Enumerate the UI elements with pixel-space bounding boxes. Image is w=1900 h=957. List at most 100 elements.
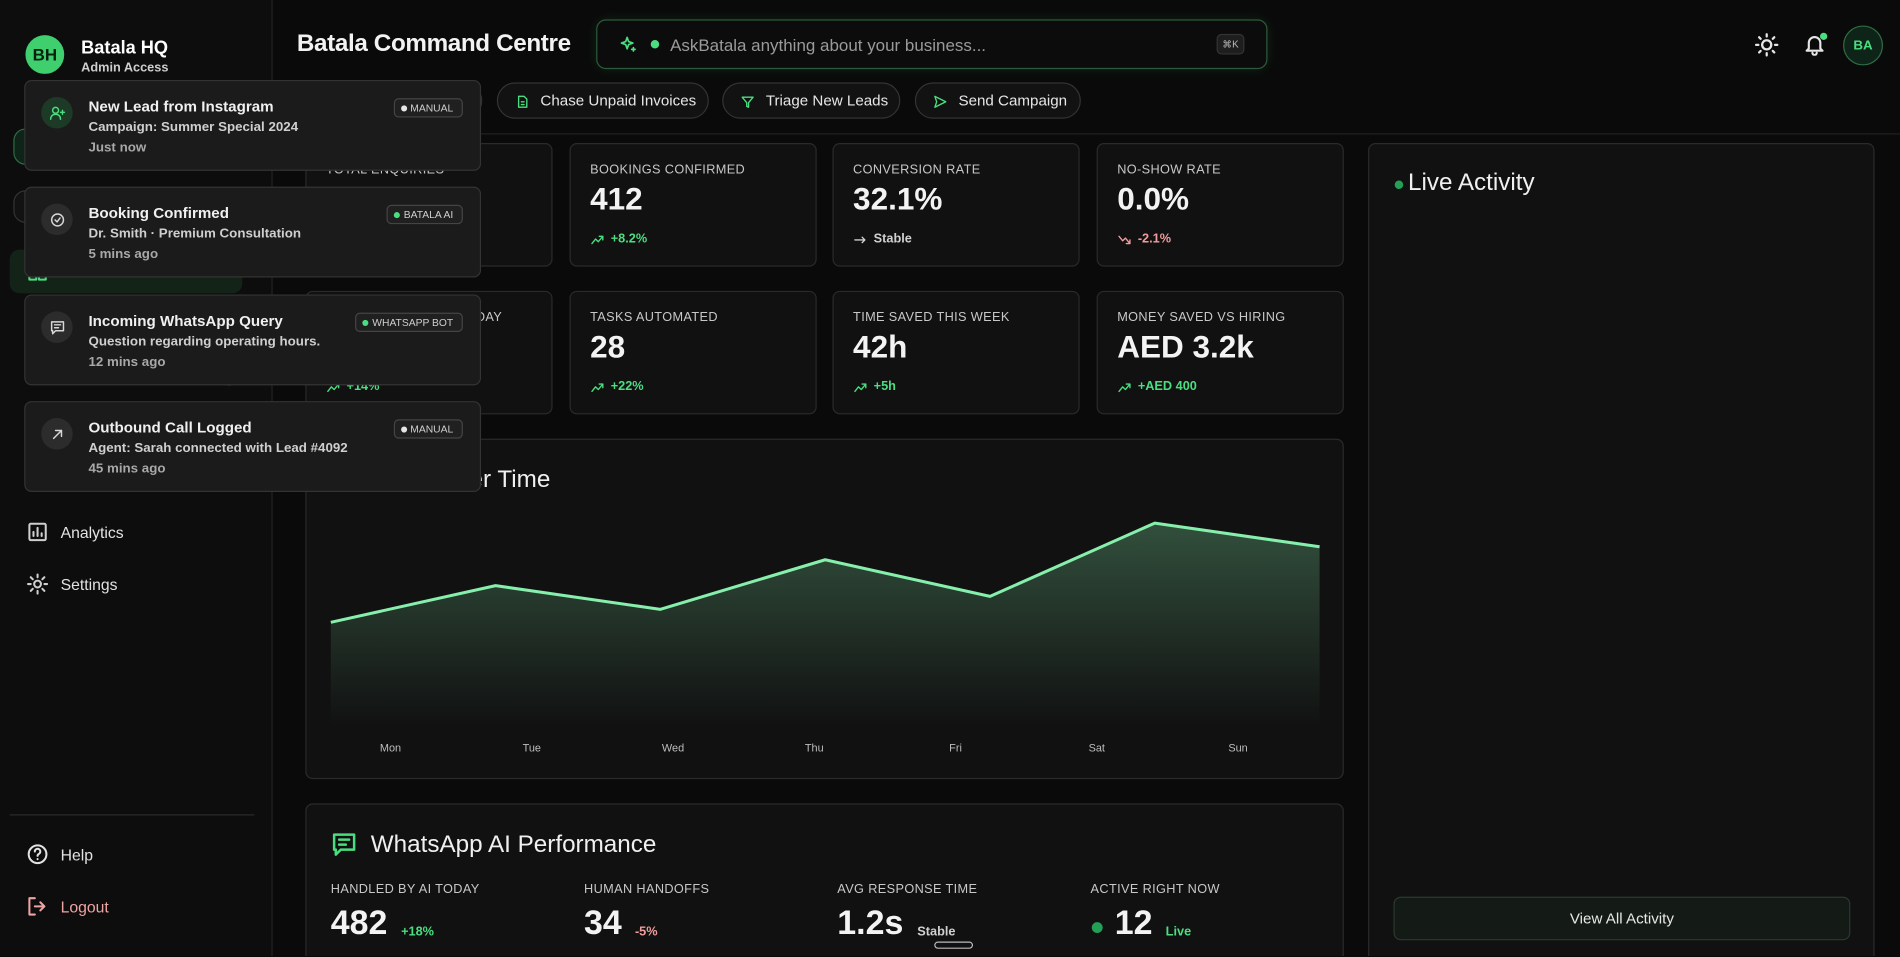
activity-title: Incoming WhatsApp Query bbox=[88, 312, 283, 330]
x-tick-label: Tue bbox=[523, 742, 541, 754]
kpi-label: CONVERSION RATE bbox=[853, 162, 981, 177]
kpi-value: AED 3.2k bbox=[1117, 328, 1254, 365]
view-all-button[interactable]: View All Activity bbox=[1393, 896, 1851, 941]
status-dot bbox=[650, 39, 660, 49]
tag-dot bbox=[394, 212, 401, 219]
footer-label: Logout bbox=[60, 897, 109, 917]
kpi-label: TIME SAVED THIS WEEK bbox=[853, 310, 1010, 325]
activity-item[interactable]: Booking Confirmed Dr. Smith · Premium Con… bbox=[24, 186, 482, 278]
nav-item[interactable]: Analytics bbox=[10, 510, 243, 554]
search-placeholder: AskBatala anything about your business..… bbox=[670, 35, 987, 55]
activity-title: Live Activity bbox=[1408, 169, 1535, 197]
search-box[interactable]: AskBatala anything about your business..… bbox=[596, 19, 1268, 70]
activity-item[interactable]: New Lead from Instagram Campaign: Summer … bbox=[24, 79, 482, 171]
action-button[interactable]: Chase Unpaid Invoices bbox=[496, 82, 709, 119]
theme-toggle[interactable] bbox=[1754, 33, 1779, 63]
activity-tag: MANUAL bbox=[393, 419, 463, 439]
whatsapp-icon bbox=[331, 831, 358, 864]
action-icon bbox=[740, 93, 755, 115]
metric-label: HANDLED BY AI TODAY bbox=[330, 882, 480, 897]
live-dot bbox=[1394, 180, 1404, 190]
activity-detail: Agent: Sarah connected with Lead #4092 bbox=[88, 441, 348, 456]
brand-logo: BH bbox=[25, 35, 65, 74]
action-label: Send Campaign bbox=[958, 92, 1068, 110]
kpi-trend-icon bbox=[590, 379, 605, 401]
activity-time: 12 mins ago bbox=[88, 355, 166, 370]
kpi-card: NO-SHOW RATE 0.0% -2.1% bbox=[1096, 142, 1344, 267]
metric-note: Stable bbox=[917, 924, 956, 940]
action-icon bbox=[933, 93, 948, 115]
activity-time: 45 mins ago bbox=[88, 461, 166, 477]
activity-title: Booking Confirmed bbox=[88, 204, 229, 222]
activity-title: Outbound Call Logged bbox=[88, 419, 252, 437]
tag-dot bbox=[400, 426, 407, 433]
nav-item[interactable]: Settings bbox=[10, 562, 243, 606]
metric-note: Live bbox=[1165, 924, 1192, 940]
activity-icon bbox=[41, 418, 73, 450]
kpi-label: NO-SHOW RATE bbox=[1117, 162, 1222, 177]
user-avatar[interactable]: BA bbox=[1843, 25, 1884, 66]
tag-dot bbox=[400, 105, 407, 112]
metric-label: AVG RESPONSE TIME bbox=[837, 882, 978, 897]
activity-title: New Lead from Instagram bbox=[88, 98, 274, 116]
kpi-value: 32.1% bbox=[853, 180, 943, 217]
kpi-card: CONVERSION RATE 32.1% Stable bbox=[832, 142, 1080, 267]
nav-icon bbox=[26, 573, 49, 601]
notification-dot bbox=[1820, 32, 1828, 40]
sparkle-icon bbox=[619, 35, 637, 59]
activity-time: 5 mins ago bbox=[88, 247, 159, 262]
metric-value: 12 bbox=[1114, 903, 1153, 942]
activity-time: Just now bbox=[88, 140, 147, 156]
notifications[interactable] bbox=[1803, 33, 1826, 62]
chart-plot: Mon Tue Wed Thu Fri Sat Sun bbox=[330, 521, 1320, 754]
x-tick-label: Fri bbox=[949, 742, 962, 754]
kpi-change: Stable bbox=[873, 231, 912, 246]
activity-icon bbox=[41, 96, 73, 129]
metric-value: 34 bbox=[584, 903, 622, 942]
kpi-card: TASKS AUTOMATED 28 +22% bbox=[569, 290, 817, 415]
activity-tag: BATALA AI bbox=[386, 204, 463, 225]
whatsapp-title: WhatsApp AI Performance bbox=[370, 831, 657, 858]
kpi-value: 42h bbox=[853, 328, 908, 365]
kpi-change: +22% bbox=[610, 379, 644, 394]
kpi-change: +5h bbox=[873, 379, 896, 394]
kpi-card: TIME SAVED THIS WEEK 42h +5h bbox=[832, 290, 1080, 415]
footer-item[interactable]: Logout bbox=[10, 885, 243, 929]
brand-role: Admin Access bbox=[81, 60, 169, 76]
kpi-change: +AED 400 bbox=[1137, 379, 1197, 394]
x-tick-label: Mon bbox=[380, 742, 401, 754]
kpi-value: 0.0% bbox=[1117, 180, 1190, 217]
x-tick-label: Sat bbox=[1089, 742, 1105, 754]
kpi-trend-icon bbox=[590, 231, 605, 253]
kpi-card: MONEY SAVED VS HIRING AED 3.2k +AED 400 bbox=[1096, 290, 1344, 415]
activity-detail: Question regarding operating hours. bbox=[88, 334, 321, 349]
metric-note: +18% bbox=[401, 924, 434, 940]
x-tick-label: Sun bbox=[1228, 742, 1247, 754]
live-dot bbox=[1091, 922, 1103, 934]
metric-value: 1.2s bbox=[837, 903, 904, 942]
action-icon bbox=[515, 93, 530, 115]
kpi-trend-icon bbox=[853, 379, 868, 401]
kpi-trend-icon bbox=[1117, 231, 1132, 253]
x-tick-label: Wed bbox=[662, 742, 684, 754]
activity-tag: WHATSAPP BOT bbox=[355, 312, 463, 333]
kpi-label: TASKS AUTOMATED bbox=[590, 310, 718, 325]
kpi-trend-icon bbox=[853, 231, 868, 253]
kpi-value: 28 bbox=[590, 328, 626, 365]
action-label: Chase Unpaid Invoices bbox=[540, 92, 697, 110]
footer-item[interactable]: Help bbox=[10, 832, 243, 876]
kpi-change: +8.2% bbox=[610, 231, 648, 246]
activity-item[interactable]: Outbound Call Logged Agent: Sarah connect… bbox=[24, 401, 482, 492]
kpi-label: MONEY SAVED VS HIRING bbox=[1117, 310, 1286, 325]
action-button[interactable]: Triage New Leads bbox=[722, 82, 901, 119]
x-tick-label: Thu bbox=[805, 742, 824, 754]
action-button[interactable]: Send Campaign bbox=[914, 82, 1081, 119]
activity-detail: Dr. Smith · Premium Consultation bbox=[88, 226, 302, 242]
action-label: Triage New Leads bbox=[765, 92, 889, 110]
nav-label: Analytics bbox=[60, 523, 124, 542]
nav-label: Settings bbox=[60, 575, 118, 594]
kpi-label: BOOKINGS CONFIRMED bbox=[590, 162, 746, 177]
activity-item[interactable]: Incoming WhatsApp Query Question regardin… bbox=[24, 294, 482, 386]
